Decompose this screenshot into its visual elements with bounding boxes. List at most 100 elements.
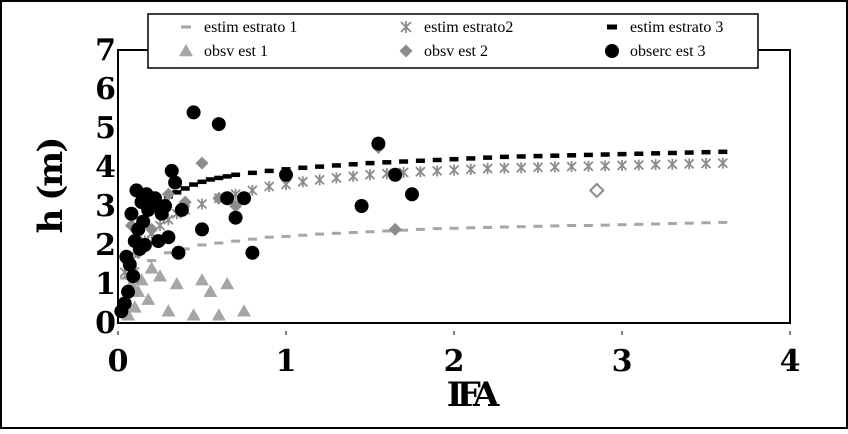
legend-item: obsv est 2 (399, 43, 488, 60)
legend-item: estim estrato 1 (181, 19, 297, 36)
data-point (169, 277, 184, 290)
data-point (136, 214, 151, 229)
curve-mark (399, 159, 409, 164)
data-point (158, 199, 173, 213)
series-1 (120, 220, 728, 280)
curve-mark (516, 154, 526, 159)
y-tick-label: 6 (95, 72, 116, 107)
curve-mark (180, 186, 190, 191)
curve-mark (231, 172, 241, 178)
curve-mark (616, 159, 628, 171)
y-axis-title: h (m) (31, 139, 71, 234)
y-tick-label: 7 (95, 33, 116, 68)
data-point (186, 308, 201, 321)
data-point (137, 238, 152, 252)
curve-mark (449, 156, 459, 162)
y-tick-label: 5 (95, 111, 116, 146)
curve-mark (701, 149, 711, 155)
data-point (153, 269, 167, 282)
data-point (141, 292, 156, 305)
data-point (195, 222, 209, 237)
legend-symbol (179, 44, 193, 57)
curve-mark (432, 157, 442, 163)
curve-mark (189, 182, 199, 187)
curve-mark (718, 149, 728, 155)
legend-symbol (605, 44, 619, 58)
series-6 (114, 105, 419, 319)
data-point (388, 222, 402, 236)
data-point (144, 261, 159, 274)
curve-mark (583, 152, 593, 158)
curve-mark (567, 153, 577, 158)
curve-mark (566, 161, 577, 173)
data-point (121, 284, 136, 299)
data-point (161, 304, 176, 317)
x-tick-label: 1 (276, 344, 297, 379)
data-point (220, 277, 235, 290)
data-point (588, 182, 605, 199)
data-point (134, 273, 149, 286)
legend-symbol (400, 21, 412, 33)
curve-mark (532, 161, 544, 173)
data-point (228, 210, 243, 225)
data-point (211, 308, 226, 321)
curve-mark (382, 160, 392, 165)
curve-mark (465, 163, 476, 175)
legend-label: estim estrato2 (424, 19, 513, 36)
curve-mark (365, 160, 375, 166)
x-tick-label: 0 (108, 344, 129, 379)
curve-mark (214, 175, 224, 181)
curve-mark (331, 172, 342, 184)
legend-item: obsv est 1 (179, 43, 268, 60)
y-tick-label: 2 (95, 228, 116, 263)
curve-mark (600, 152, 610, 157)
curve-mark (247, 170, 257, 176)
curve-mark (650, 159, 661, 171)
legend: estim estrato 1 estim estrato2 estim estra… (147, 13, 759, 69)
curve-mark (516, 162, 527, 174)
legend-label: obsv est 1 (204, 43, 268, 60)
curve-mark (499, 162, 510, 174)
curve-mark (634, 151, 644, 156)
curve-mark (331, 163, 341, 168)
data-point (237, 191, 251, 206)
legend-symbol (607, 24, 617, 30)
curve-mark (483, 155, 493, 160)
legend-label: obsv est 2 (424, 43, 488, 60)
curve-mark (667, 158, 678, 170)
curve-mark (448, 164, 460, 176)
curve-mark (415, 158, 425, 164)
curve-mark (197, 179, 207, 185)
x-axis: 0 1 2 3 4 (108, 331, 800, 379)
curve-mark (667, 150, 677, 156)
curve-mark (499, 154, 509, 160)
x-tick-label: 3 (612, 344, 633, 379)
legend-label: obserc est 3 (630, 43, 706, 60)
y-tick-label: 4 (95, 150, 116, 185)
curve-mark (717, 157, 728, 169)
legend-label: estim estrato 3 (630, 19, 723, 36)
curve-mark (617, 151, 627, 157)
legend-box (147, 13, 759, 69)
curve-mark (264, 181, 275, 192)
curve-mark (315, 164, 325, 169)
curve-mark (684, 150, 694, 155)
data-point (203, 284, 218, 298)
data-point (117, 296, 132, 311)
legend-symbol (399, 44, 413, 58)
curve-mark (196, 198, 208, 210)
data-point (245, 245, 260, 260)
curve-mark (264, 168, 274, 174)
curve-mark (482, 163, 493, 175)
curve-mark (700, 157, 712, 169)
curve-mark (172, 190, 182, 195)
data-point (279, 167, 293, 182)
curve-mark (633, 159, 644, 171)
data-point (147, 191, 162, 206)
curve-mark (466, 156, 476, 161)
data-point (354, 199, 369, 213)
data-point (195, 273, 209, 286)
data-point (164, 163, 179, 178)
